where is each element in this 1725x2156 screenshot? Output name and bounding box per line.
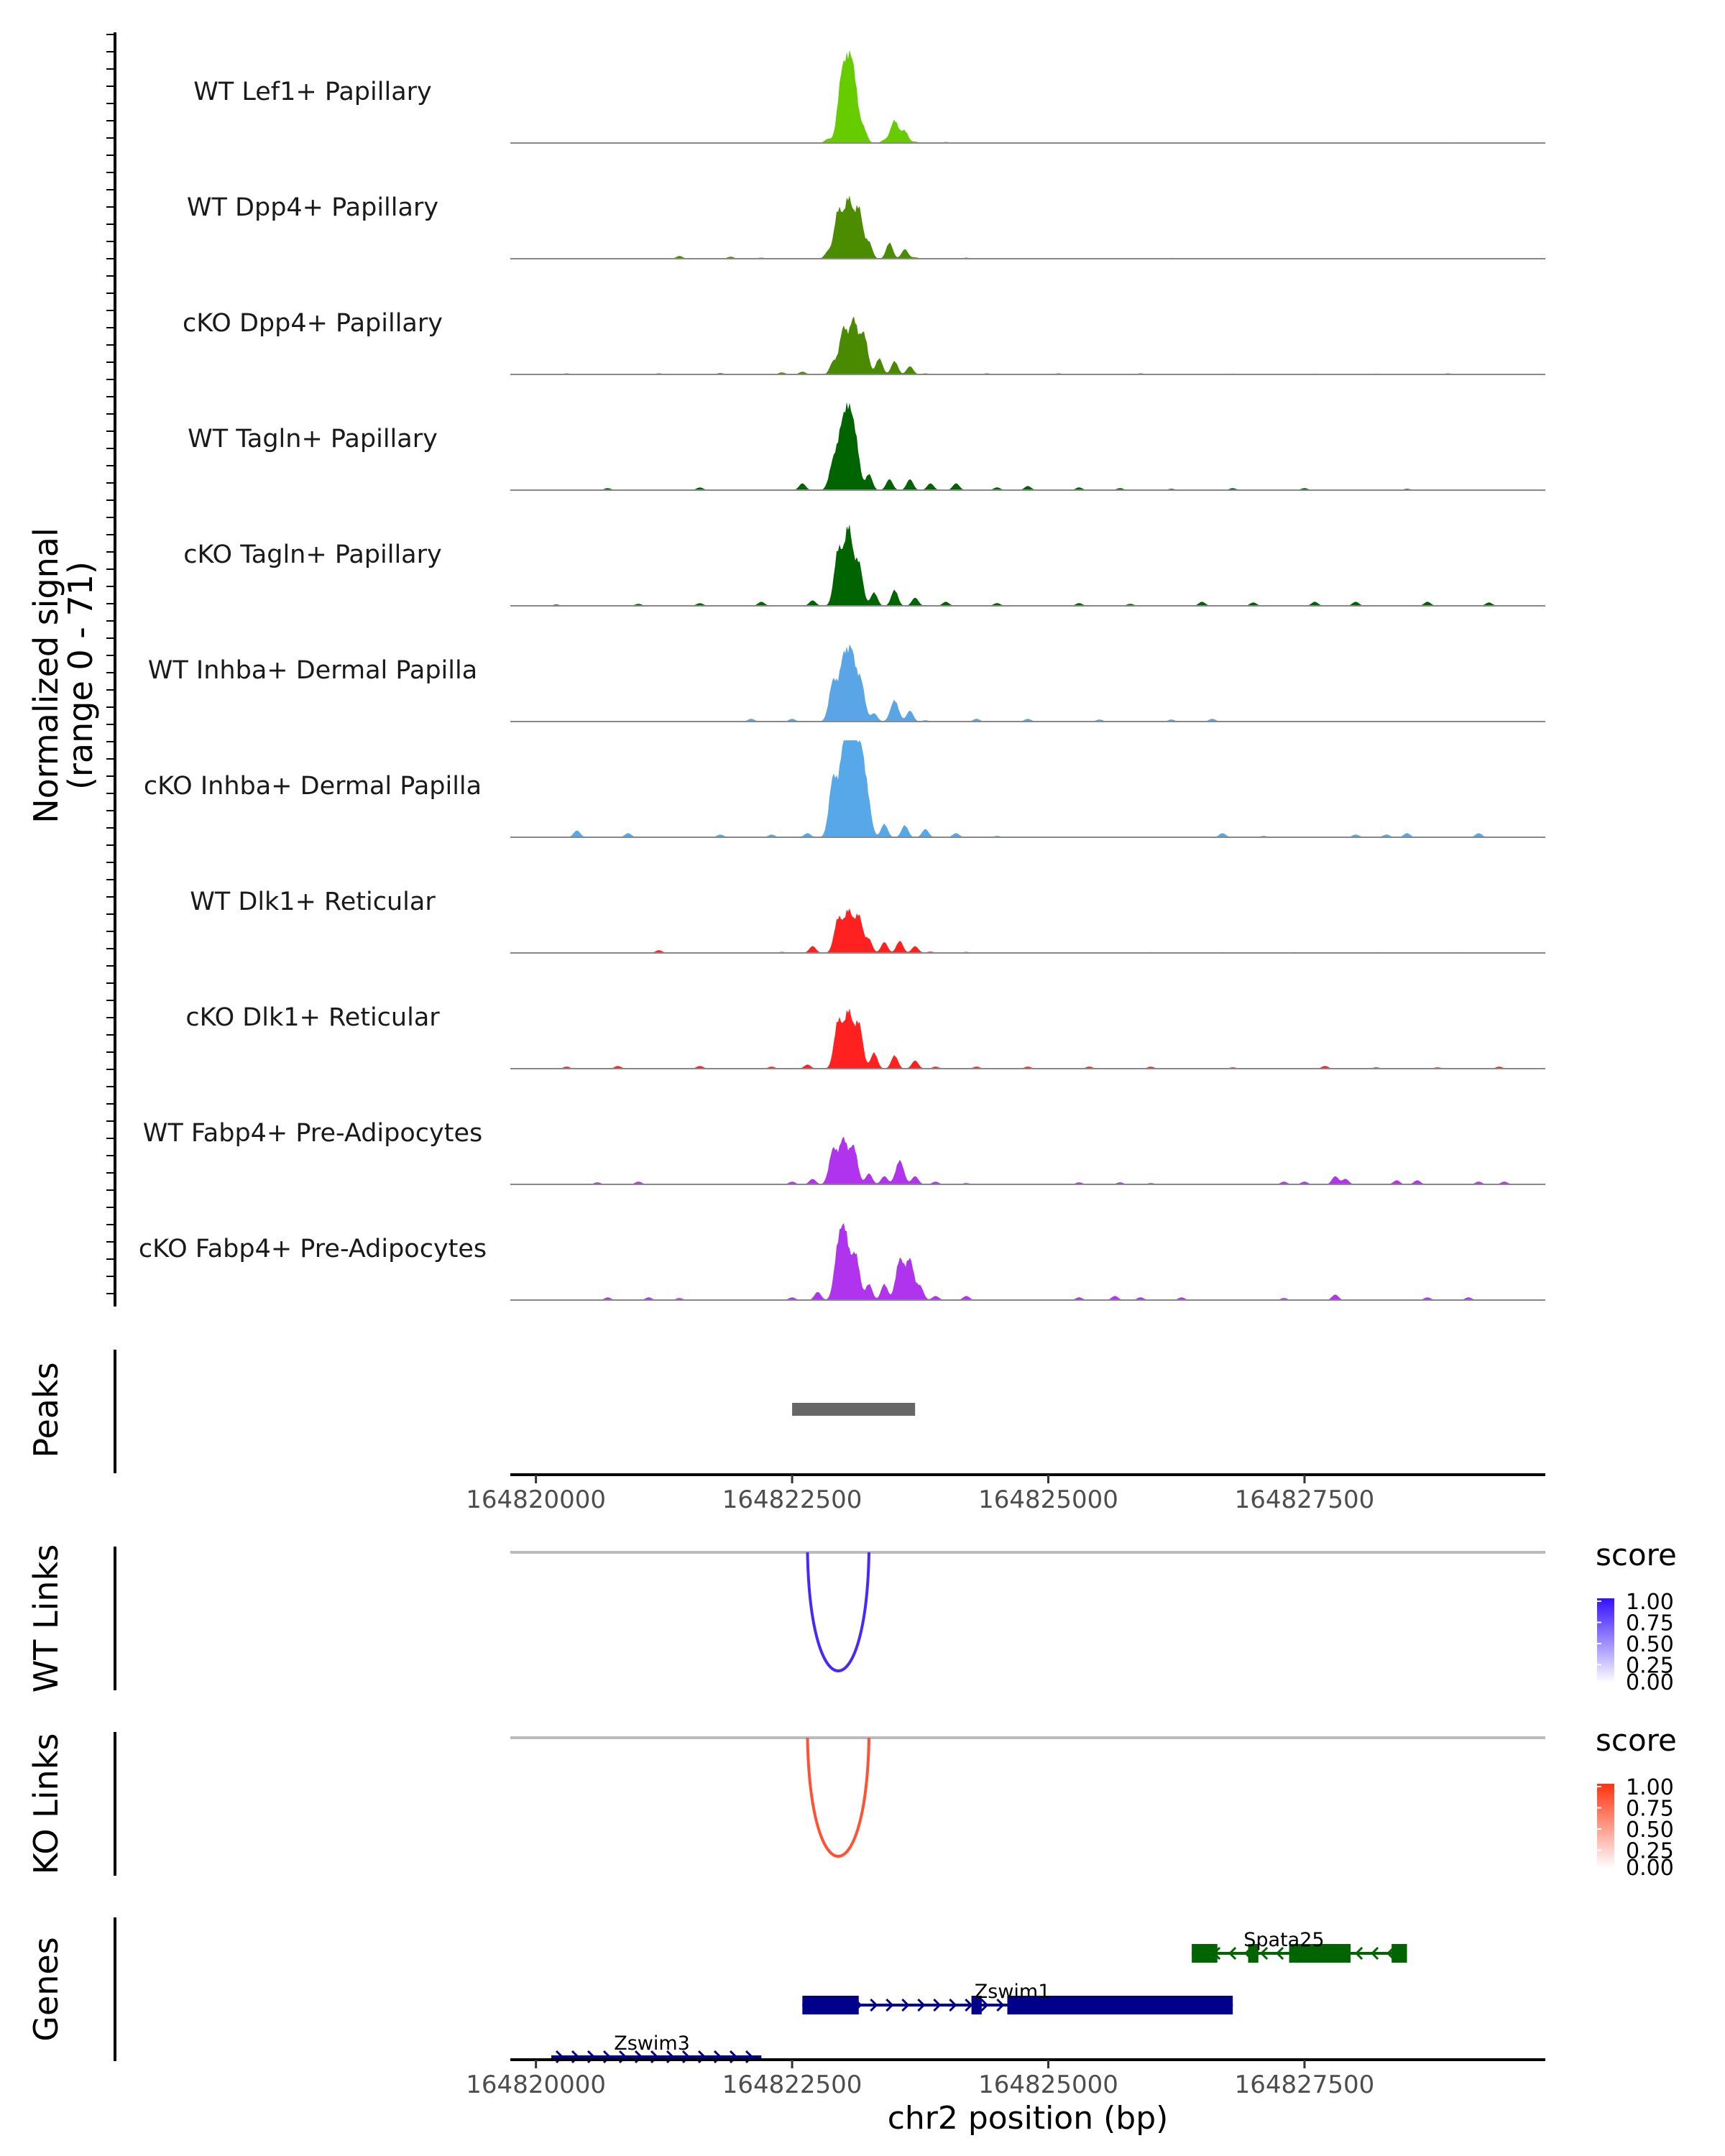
legend-tick-label: 0.75 [1626,1797,1674,1822]
coverage-track-cko-tagln-papillary: cKO Tagln+ Papillary [183,524,1545,607]
coverage-tracks: WT Lef1+ Papillary WT Dpp4+ Papillary cKO … [139,50,1545,1301]
gene-exon [1289,1944,1351,1963]
coverage-track-label: cKO Dpp4+ Papillary [183,309,443,338]
x-axis-tick-label: 164822500 [722,2070,862,2099]
x-axis-title: chr2 position (bp) [888,2100,1169,2137]
legend-title: score [1596,1723,1677,1758]
gene-zswim1: Zswim1 [802,1981,1233,2014]
strand-chevron [1259,1946,1269,1961]
strand-chevron [1354,1946,1363,1961]
legend-tick-label: 0.25 [1626,1839,1674,1864]
coverage-track-label: WT Inhba+ Dermal Papilla [148,656,477,685]
coverage-y-axis-ticks [106,34,115,1294]
x-axis-tick-label: 164820000 [466,2070,606,2099]
coverage-y-axis-range: (range 0 - 71) [61,561,100,790]
strand-chevron [917,1998,926,2012]
x-axis-tick-label: 164822500 [722,1485,862,1514]
strand-chevron [1228,1946,1237,1961]
gene-label: Zswim3 [614,2032,690,2055]
coverage-track-label: cKO Inhba+ Dermal Papilla [144,772,482,801]
strand-chevron [996,1998,1005,2012]
coverage-track-wt-dpp4-papillary: WT Dpp4+ Papillary [187,193,1545,259]
strand-chevron [1275,1946,1284,1961]
gene-exon [1248,1944,1259,1963]
ko-links-score-legend: score 1.000.750.500.250.00 [1596,1723,1677,1881]
x-axis-tick-label: 164827500 [1235,1485,1375,1514]
coverage-track-wt-dlk1-reticular: WT Dlk1+ Reticular [190,888,1545,954]
x-axis-tick-label: 164820000 [466,1485,606,1514]
gene-spata25: Spata25 [1192,1929,1407,1963]
legend-tick-label: 0.00 [1626,1856,1674,1881]
coverage-track-label: WT Tagln+ Papillary [188,425,438,453]
wt-links-track [510,1551,1545,1672]
strand-chevron [933,1998,942,2012]
legend-tick-label: 0.50 [1626,1632,1674,1657]
strand-chevron [965,1998,973,2012]
coverage-track-cko-dpp4-papillary: cKO Dpp4+ Papillary [183,309,1545,375]
coverage-track-wt-fabp4-pre-adipocytes: WT Fabp4+ Pre-Adipocytes [143,1119,1545,1185]
legend-tick-label: 0.25 [1626,1654,1674,1679]
strand-chevron [886,1998,894,2012]
x-axis-tick-label: 164825000 [978,2070,1118,2099]
coverage-track-label: WT Fabp4+ Pre-Adipocytes [143,1119,482,1148]
link-arc [806,1737,871,1858]
strand-chevron [870,1998,878,2012]
strand-chevron [980,1998,989,2012]
strand-chevron [949,1998,957,2012]
peaks-track-label: Peaks [27,1362,65,1457]
legend-tick-label: 0.50 [1626,1818,1674,1843]
coverage-track-label: cKO Fabp4+ Pre-Adipocytes [139,1235,487,1263]
coverage-track-label: WT Lef1+ Papillary [193,78,432,106]
legend-title: score [1596,1537,1677,1572]
coverage-track-cko-fabp4-pre-adipocytes: cKO Fabp4+ Pre-Adipocytes [139,1222,1545,1301]
coverage-track-cko-inhba-dermal-papilla: cKO Inhba+ Dermal Papilla [144,740,1545,838]
coverage-track-label: cKO Dlk1+ Reticular [185,1003,440,1032]
x-axis-tick-label: 164825000 [978,1485,1118,1514]
gene-exon [1392,1944,1407,1963]
ko-links-track [510,1736,1545,1858]
legend-colorbar [1597,1784,1614,1869]
gene-exon [1192,1944,1218,1963]
legend-colorbar [1597,1598,1614,1683]
strand-chevron [901,1998,910,2012]
legend-tick-label: 1.00 [1626,1775,1674,1800]
wt-links-score-legend: score 1.000.750.500.250.00 [1596,1537,1677,1695]
coverage-track-wt-lef1-papillary: WT Lef1+ Papillary [193,50,1545,144]
x-axis-middle-ticks: 164820000 164822500 164825000 164827500 [466,1475,1374,1514]
gene-label: Zswim1 [975,1981,1051,2003]
link-arc [806,1552,871,1672]
ko-links-track-label: KO Links [27,1733,65,1875]
legend-tick-label: 1.00 [1626,1590,1674,1615]
wt-links-track-label: WT Links [27,1544,65,1692]
gene-label: Spata25 [1243,1929,1324,1951]
x-axis-tick-label: 164827500 [1235,2070,1375,2099]
strand-chevron [1370,1946,1379,1961]
coverage-track-label: WT Dlk1+ Reticular [190,888,436,916]
x-axis-bottom-ticks: 164820000 164822500 164825000 164827500 [466,2060,1374,2099]
coverage-track-wt-tagln-papillary: WT Tagln+ Papillary [188,402,1545,491]
peaks-track [792,1403,916,1416]
gene-exon [971,1996,982,2014]
coverage-track-cko-dlk1-reticular: cKO Dlk1+ Reticular [185,1003,1545,1069]
coverage-track-wt-inhba-dermal-papilla: WT Inhba+ Dermal Papilla [148,644,1545,722]
coverage-y-axis-title: Normalized signal [27,528,65,824]
legend-tick-label: 0.75 [1626,1611,1674,1636]
gene-exon [802,1996,859,2014]
coverage-track-label: cKO Tagln+ Papillary [183,540,442,569]
gene-exon [1007,1996,1233,2014]
legend-tick-label: 0.00 [1626,1670,1674,1695]
peak-region [792,1403,916,1416]
genes-track: Spata25 Zswim1 Zswim3 [551,1929,1407,2064]
coverage-track-label: WT Dpp4+ Papillary [187,193,438,222]
genes-track-label: Genes [27,1937,65,2041]
